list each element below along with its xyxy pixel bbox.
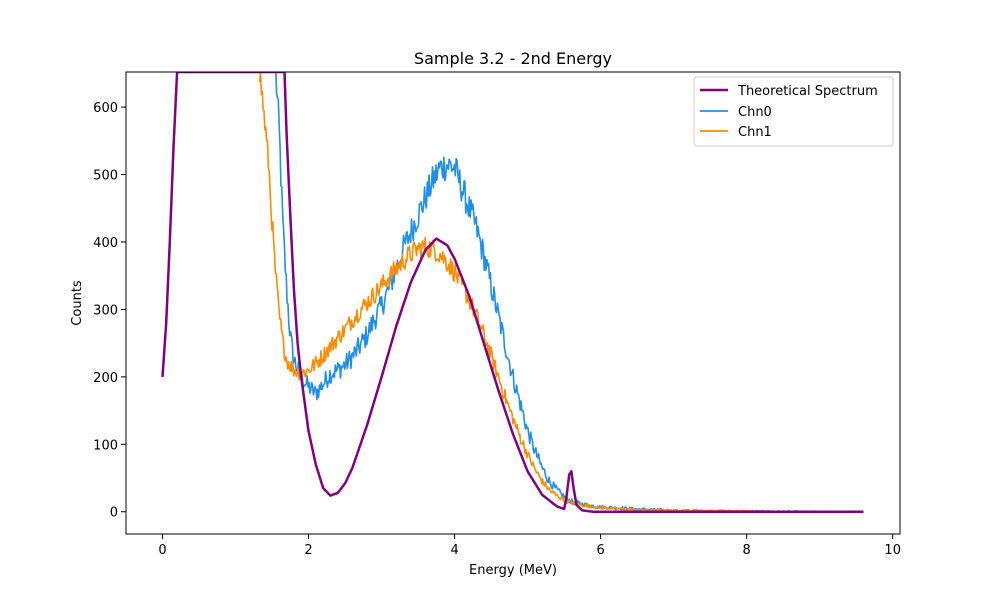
x-tick-label: 0 (158, 543, 166, 558)
x-axis: 0 2 4 6 8 10 (158, 534, 901, 558)
y-tick-label: 400 (93, 236, 118, 251)
y-axis: 0 100 200 300 400 500 600 (93, 101, 126, 521)
x-tick-label: 8 (743, 543, 751, 558)
y-axis-label: Counts (70, 280, 85, 326)
series-line-theoretical (161, 72, 864, 513)
y-tick-label: 600 (93, 101, 118, 116)
series-layer (161, 72, 864, 513)
x-tick-label: 2 (304, 543, 312, 558)
x-axis-label: Energy (MeV) (469, 563, 557, 578)
y-tick-label: 100 (93, 438, 118, 453)
legend-label-chn1: Chn1 (738, 125, 772, 140)
chart-title: Sample 3.2 - 2nd Energy (414, 49, 612, 68)
y-tick-label: 300 (93, 303, 118, 318)
legend-label-chn0: Chn0 (738, 105, 772, 120)
legend-box (693, 76, 894, 147)
plot-frame (125, 71, 901, 535)
legend: Theoretical Spectrum Chn0 Chn1 (693, 76, 894, 147)
x-tick-label: 6 (596, 543, 604, 558)
y-tick-label: 0 (110, 506, 118, 521)
x-tick-label: 4 (450, 543, 458, 558)
y-tick-label: 200 (93, 371, 118, 386)
y-tick-label: 500 (93, 169, 118, 184)
x-tick-label: 10 (884, 543, 901, 558)
legend-label-theoretical: Theoretical Spectrum (737, 84, 878, 99)
